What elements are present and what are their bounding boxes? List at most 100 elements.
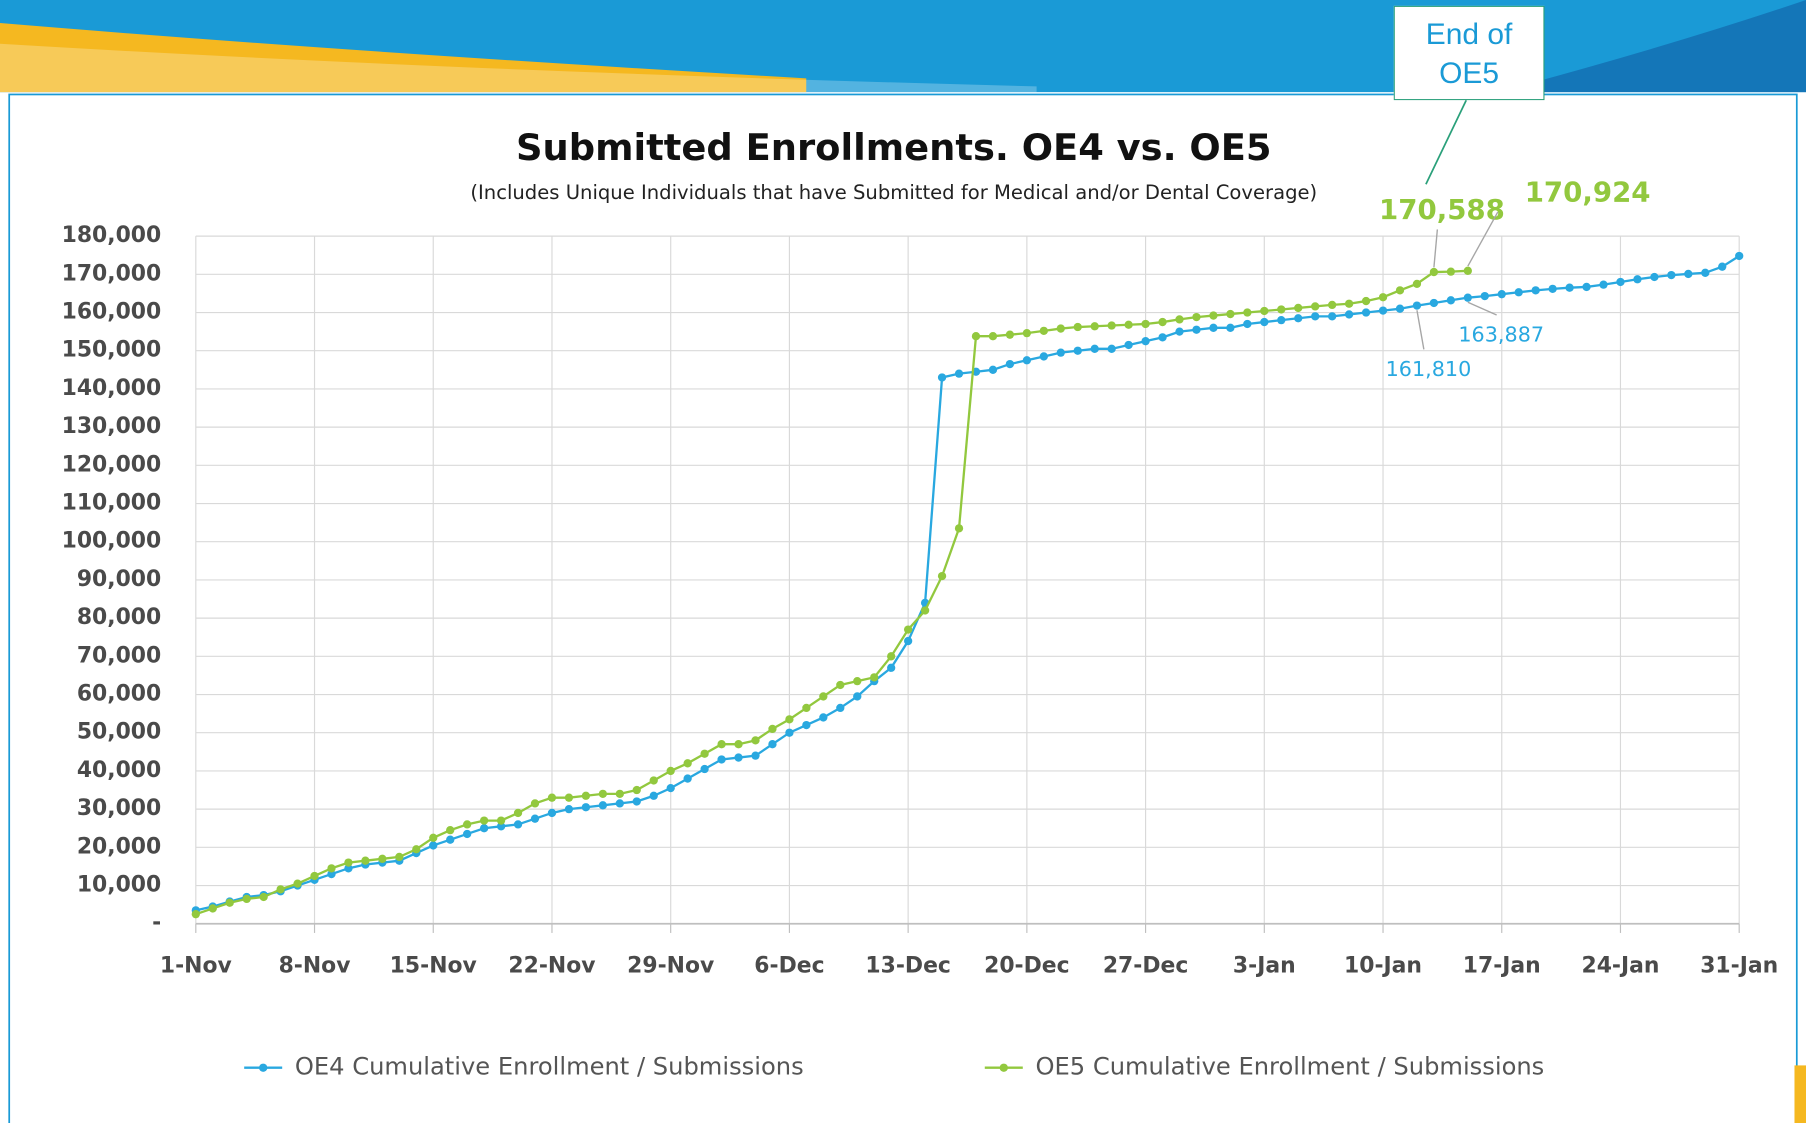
x-tick-label: 3-Jan (1233, 953, 1296, 978)
point (1616, 277, 1625, 287)
point (1429, 267, 1439, 277)
point (1412, 279, 1422, 289)
point (700, 749, 709, 758)
label-leader (1416, 310, 1425, 350)
point (1548, 284, 1557, 293)
point (1735, 251, 1744, 261)
point (632, 797, 641, 806)
point (971, 332, 981, 341)
point (632, 785, 641, 795)
point (988, 365, 998, 374)
point (1192, 325, 1201, 334)
point (1311, 312, 1320, 321)
point (1599, 280, 1608, 289)
label-leader (1467, 301, 1497, 316)
point (1073, 346, 1082, 355)
point (479, 824, 489, 833)
y-tick-label: 20,000 (77, 834, 161, 859)
point (853, 677, 862, 686)
point (1277, 305, 1286, 314)
x-tick-label: 22-Nov (508, 953, 595, 978)
point (581, 791, 591, 800)
x-tick-label: 8-Nov (279, 953, 351, 978)
y-tick-label: 110,000 (62, 491, 162, 516)
legend-label: OE5 Cumulative Enrollment / Submissions (1035, 1053, 1544, 1081)
point (903, 625, 913, 634)
point (327, 869, 336, 879)
point (598, 789, 607, 799)
data-label: 170,588 (1379, 193, 1505, 226)
point (1107, 321, 1116, 330)
point (937, 571, 947, 581)
point (1056, 324, 1065, 333)
point (887, 663, 896, 672)
point (1209, 323, 1218, 332)
point (242, 894, 251, 904)
point (819, 713, 828, 722)
point (564, 793, 574, 802)
y-tick-label: 70,000 (77, 643, 161, 668)
point (479, 816, 489, 825)
y-tick-label: 180,000 (62, 223, 162, 248)
point (683, 759, 692, 768)
y-tick-label: 120,000 (62, 452, 162, 477)
point (734, 753, 743, 762)
point (327, 864, 336, 873)
point (1395, 286, 1405, 295)
point (700, 764, 709, 774)
point (1158, 333, 1167, 342)
corner-accent (1794, 1065, 1806, 1123)
x-tick-label: 10-Jan (1344, 953, 1422, 978)
point (581, 803, 591, 812)
y-tick-label: - (152, 911, 161, 936)
point (649, 776, 658, 785)
point (1412, 301, 1422, 310)
point (937, 373, 947, 382)
label-leader (1467, 211, 1499, 267)
point (615, 789, 624, 799)
data-label: 161,810 (1386, 357, 1472, 381)
point (666, 783, 675, 793)
point (683, 774, 692, 783)
point (530, 799, 540, 808)
point (1141, 337, 1150, 346)
point (1158, 317, 1167, 327)
point (496, 822, 506, 831)
point (1226, 323, 1235, 332)
point (530, 814, 540, 823)
point (1480, 291, 1489, 301)
legend-marker (259, 1063, 268, 1072)
x-tick-label: 15-Nov (390, 953, 477, 978)
point (496, 816, 506, 825)
point (1090, 322, 1099, 331)
point (1022, 356, 1032, 365)
point (1378, 306, 1388, 315)
point (1090, 344, 1099, 353)
point (208, 904, 217, 913)
point (463, 829, 472, 839)
point (649, 791, 658, 800)
y-tick-label: 80,000 (77, 605, 161, 630)
point (1497, 290, 1506, 299)
point (1005, 359, 1015, 369)
point (1124, 320, 1133, 329)
point (395, 852, 404, 862)
point (276, 885, 285, 894)
point (1582, 282, 1591, 292)
point (870, 673, 879, 682)
chart-subtitle: (Includes Unique Individuals that have S… (470, 181, 1317, 204)
point (1107, 344, 1116, 353)
point (768, 740, 777, 749)
callout-box: End of OE5 (1393, 5, 1545, 101)
y-tick-label: 30,000 (77, 796, 161, 821)
point (802, 703, 811, 713)
point (903, 636, 913, 646)
point (378, 854, 387, 863)
point (547, 808, 557, 818)
point (1344, 310, 1354, 319)
point (1243, 319, 1252, 329)
point (1294, 303, 1303, 313)
legend-marker (999, 1063, 1008, 1072)
point (1361, 296, 1371, 306)
x-tick-label: 1-Nov (160, 953, 232, 978)
